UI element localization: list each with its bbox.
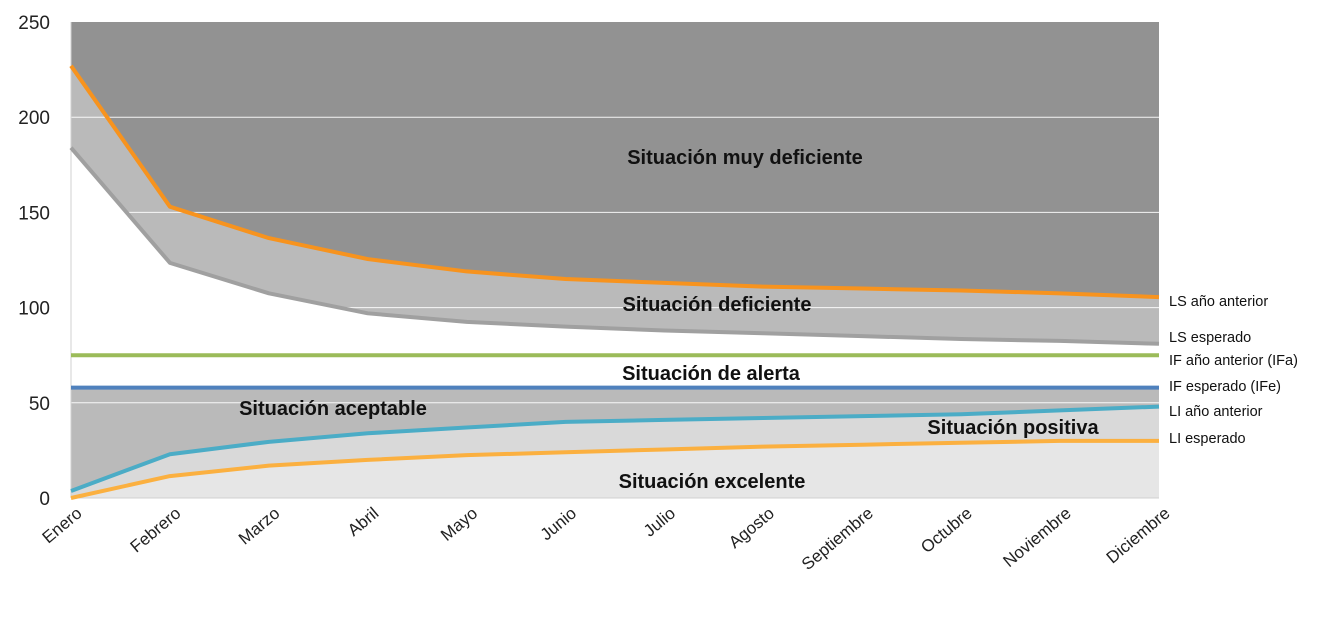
series-line-4 [70,404,1160,493]
x-tick-label: Enero [39,504,86,548]
y-tick-label: 0 [39,489,50,510]
region-label: Situación excelente [619,471,806,493]
y-tick-label: 150 [18,203,50,224]
series-label: IF año anterior (IFa) [1169,353,1298,369]
x-tick-label: Junio [537,504,580,545]
y-tick-label: 50 [29,394,50,415]
x-tick-label: Agosto [725,504,778,553]
x-tick-label: Marzo [235,504,283,549]
region-situación-muy-deficiente [71,22,1159,298]
region-situación-aceptable [71,387,1159,491]
series-label: LS esperado [1169,330,1251,346]
region-label: Situación deficiente [623,294,812,316]
series-label: IF esperado (IFe) [1169,379,1281,395]
series-line-0 [69,64,1160,300]
x-tick-label: Diciembre [1103,504,1174,568]
x-tick-label: Febrero [127,504,185,557]
region-situación-positiva [71,406,1159,498]
series-line-5 [70,438,1159,500]
x-tick-label: Octubre [917,504,976,557]
y-tick-label: 100 [18,299,50,320]
series-label: LI año anterior [1169,404,1263,420]
y-tick-label: 250 [18,13,50,34]
region-label: Situación positiva [927,417,1099,439]
series-label: LS año anterior [1169,294,1268,310]
region-label: Situación de alerta [622,363,801,385]
series-label: LI esperado [1169,431,1246,447]
region-label: Situación aceptable [239,398,427,420]
region-situación-excelente [71,440,1159,498]
region-situación-de-alerta [71,147,1159,388]
series-line-1 [69,146,1160,346]
x-tick-label: Noviembre [999,504,1074,571]
x-tick-label: Mayo [437,504,481,545]
x-tick-label: Abril [344,504,382,540]
region-situación-deficiente [71,65,1159,344]
x-tick-label: Septiembre [798,504,877,574]
region-label: Situación muy deficiente [627,147,863,169]
y-tick-label: 200 [18,108,50,129]
x-tick-label: Julio [640,504,679,541]
